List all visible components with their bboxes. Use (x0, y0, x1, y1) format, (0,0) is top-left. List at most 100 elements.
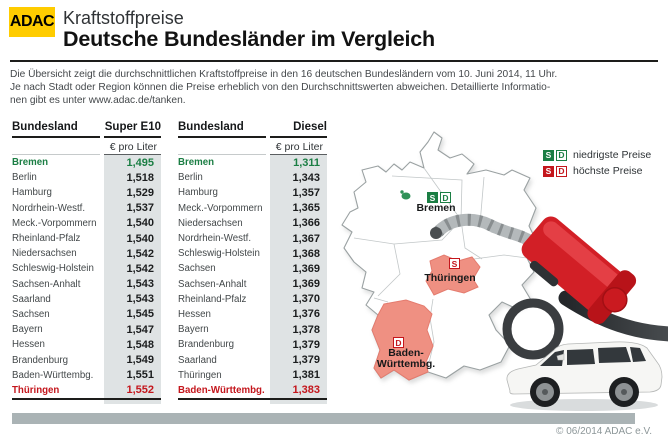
adac-logo: ADAC (9, 7, 55, 37)
state-name: Saarland (12, 293, 51, 305)
baden-label-line: Württembg. (376, 357, 436, 370)
legend-lowest: S D niedrigste Preise (543, 149, 651, 161)
table-row: Thüringen 1,552 (12, 382, 161, 398)
price-value: 1,542 (104, 261, 161, 277)
table-rows: Bremen 1,311 Berlin 1,343 Hamburg 1,357 Meck.-… (178, 155, 327, 398)
price-value: 1,369 (270, 276, 327, 292)
state-name: Bremen (12, 157, 49, 169)
thueringen-label: Thüringen (424, 272, 476, 284)
price-value: 1,542 (104, 246, 161, 262)
price-value: 1,548 (104, 337, 161, 353)
price-value: 1,379 (270, 337, 327, 353)
table-row: Berlin 1,518 (12, 170, 161, 186)
column-header-state: Bundesland (178, 121, 266, 138)
state-name: Schleswig-Holstein (178, 248, 260, 260)
state-name: Bremen (178, 157, 215, 169)
diesel-badge-icon: D (393, 337, 404, 348)
price-table-super-e10: Bundesland Super E10 € pro Liter Bremen 1… (12, 121, 161, 404)
table-row: Brandenburg 1,379 (178, 337, 327, 353)
diesel-badge-icon: D (556, 165, 567, 177)
state-borders (353, 167, 528, 372)
column-header-state: Bundesland (12, 121, 100, 138)
table-row: Hessen 1,376 (178, 306, 327, 323)
table-column-tail (178, 400, 327, 404)
unit-label: € pro Liter (270, 138, 327, 155)
price-value: 1,543 (104, 291, 161, 307)
price-value: 1,378 (270, 322, 327, 338)
price-value: 1,537 (104, 200, 161, 216)
price-value: 1,518 (104, 170, 161, 186)
bremen-badges: S D (427, 192, 451, 203)
state-name: Hamburg (178, 187, 218, 199)
car-illustration (506, 341, 663, 411)
nozzle-spout (432, 213, 538, 248)
table-row: Niedersachsen 1,542 (12, 246, 161, 262)
column-header-fuel: Diesel (270, 121, 327, 138)
table-row: Sachsen-Anhalt 1,543 (12, 276, 161, 292)
price-value: 1,547 (104, 322, 161, 338)
baden-label-line: Baden- (388, 347, 424, 359)
super-badge-icon: S (543, 149, 554, 161)
page-title: Deutsche Bundesländer im Vergleich (63, 27, 435, 51)
table-row: Bayern 1,378 (178, 322, 327, 338)
table-row: Bremen 1,311 (178, 155, 327, 171)
table-row: Rheinland-Pfalz 1,540 (12, 230, 161, 247)
car-mirror (556, 353, 565, 361)
diesel-badge-icon: D (556, 149, 567, 161)
intro-line: Je nach Stadt oder Region können die Pre… (10, 82, 551, 94)
price-value: 1,366 (270, 215, 327, 231)
state-name: Bayern (12, 324, 43, 336)
state-name: Thüringen (178, 369, 222, 381)
state-name: Rheinland-Pfalz (12, 233, 81, 245)
table-header: Bundesland Super E10 (12, 121, 161, 138)
price-legend: S D niedrigste Preise S D höchste Preise (543, 149, 651, 177)
bremen-label: Bremen (416, 202, 456, 214)
price-value: 1,540 (104, 215, 161, 231)
price-value: 1,311 (270, 155, 327, 171)
header-divider (10, 60, 658, 62)
price-value: 1,495 (104, 155, 161, 171)
car-wheel-front (530, 377, 560, 407)
table-row: Thüringen 1,381 (178, 367, 327, 383)
price-value: 1,543 (104, 276, 161, 292)
table-row: Bayern 1,547 (12, 322, 161, 338)
price-value: 1,379 (270, 352, 327, 368)
kicker-title: Kraftstoffpreise (63, 8, 184, 28)
table-row: Sachsen 1,369 (178, 261, 327, 277)
state-name: Berlin (12, 172, 37, 184)
super-badge-icon: S (427, 192, 438, 203)
state-name: Berlin (178, 172, 203, 184)
state-name: Brandenburg (178, 339, 235, 351)
table-bottom-rule (178, 398, 327, 400)
state-name: Bayern (178, 324, 209, 336)
price-value: 1,369 (270, 261, 327, 277)
unit-spacer (12, 138, 100, 155)
state-name: Nordrhein-Westf. (12, 202, 86, 214)
price-value: 1,370 (270, 291, 327, 307)
table-bottom-rule (12, 398, 161, 400)
table-row: Nordrhein-Westf. 1,367 (178, 230, 327, 247)
state-name: Meck.-Vorpommern (12, 217, 97, 229)
nozzle-spout-tip (430, 227, 442, 239)
state-name: Meck.-Vorpommern (178, 202, 263, 214)
table-row: Schleswig-Holstein 1,542 (12, 261, 161, 277)
price-value: 1,367 (270, 230, 327, 247)
price-value: 1,540 (104, 230, 161, 247)
price-value: 1,368 (270, 246, 327, 262)
table-row: Schleswig-Holstein 1,368 (178, 246, 327, 262)
table-row: Rheinland-Pfalz 1,370 (178, 291, 327, 307)
table-row: Baden-Württembg. 1,551 (12, 367, 161, 383)
table-row: Berlin 1,343 (178, 170, 327, 186)
state-name: Baden-Württembg. (12, 369, 94, 381)
state-name: Saarland (178, 354, 217, 366)
state-name: Sachsen-Anhalt (178, 278, 247, 290)
intro-line: Die Übersicht zeigt die durchschnittlich… (10, 69, 558, 80)
table-rows: Bremen 1,495 Berlin 1,518 Hamburg 1,529 Nordrh… (12, 155, 161, 398)
state-name: Brandenburg (12, 354, 69, 366)
column-header-fuel: Super E10 (104, 121, 161, 138)
state-name: Hessen (12, 339, 45, 351)
state-name: Niedersachsen (178, 217, 243, 229)
price-value: 1,552 (104, 382, 161, 398)
state-name: Sachsen-Anhalt (12, 278, 81, 290)
table-row: Saarland 1,543 (12, 291, 161, 307)
